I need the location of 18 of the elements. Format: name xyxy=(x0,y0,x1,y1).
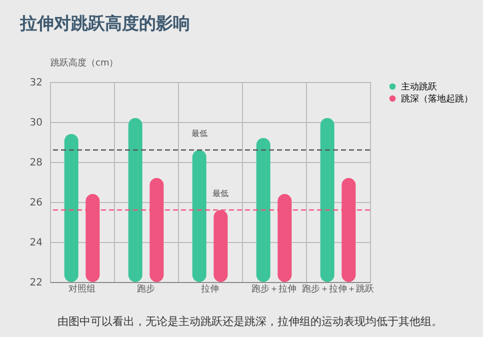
y-tick-label: 28 xyxy=(30,158,42,168)
y-axis-title: 跳跃高度（cm） xyxy=(50,58,118,68)
y-tick-label: 32 xyxy=(30,78,42,88)
legend-label: 主动跳跃 xyxy=(401,82,437,92)
y-tick-label: 24 xyxy=(30,238,42,248)
x-tick-label: 跑步 xyxy=(137,284,155,294)
y-tick-label: 26 xyxy=(30,198,42,208)
y-tick-label: 30 xyxy=(30,118,42,128)
text: 由图中可以看出，无论是主动跳跃还是跳深，拉伸组的运动表现均低于其他组。 xyxy=(58,315,442,328)
x-tick-label: 对照组 xyxy=(68,284,96,294)
legend-label: 跳深（落地起跳） xyxy=(401,94,473,104)
annotation: 最低 xyxy=(191,129,208,138)
x-tick-label: 拉伸 xyxy=(201,284,219,294)
chart-title: 拉伸对跳跃高度的影响 xyxy=(19,14,190,34)
y-tick-label: 22 xyxy=(30,278,42,288)
x-tick-label: 跑步＋拉伸 xyxy=(252,284,296,294)
x-tick-label: 跑步＋拉伸＋跳跃 xyxy=(302,284,374,294)
annotation: 最低 xyxy=(212,189,229,198)
